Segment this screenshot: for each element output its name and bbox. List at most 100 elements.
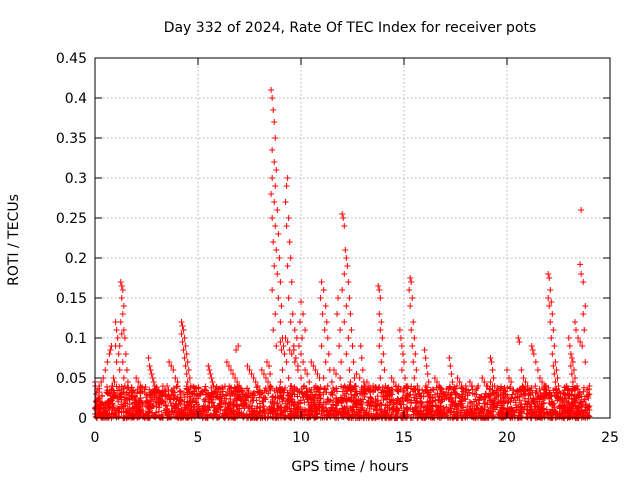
data-point: [534, 367, 541, 373]
data-point: [376, 287, 383, 293]
data-point: [355, 399, 362, 405]
data-point: [276, 255, 283, 261]
band-point: [179, 412, 186, 419]
data-point: [115, 351, 122, 357]
data-point: [258, 367, 265, 373]
data-point: [287, 383, 294, 389]
data-point: [543, 383, 550, 389]
band-point: [169, 388, 176, 395]
band-point: [149, 410, 156, 417]
band-point: [360, 409, 367, 416]
x-tick-label: 10: [292, 430, 310, 446]
data-point: [256, 387, 263, 393]
data-point: [112, 319, 119, 325]
data-point: [278, 347, 285, 353]
data-point: [270, 107, 277, 113]
band-point: [137, 388, 144, 395]
band-point: [164, 405, 171, 412]
band-point: [488, 398, 495, 405]
data-point: [291, 327, 298, 333]
data-point: [273, 343, 280, 349]
band-point: [226, 387, 233, 394]
data-point: [118, 283, 125, 289]
data-point: [162, 387, 169, 393]
band-point: [544, 410, 551, 417]
data-point: [566, 343, 573, 349]
data-point: [483, 383, 490, 389]
data-point: [481, 379, 488, 385]
data-point: [117, 319, 124, 325]
data-point: [185, 367, 192, 373]
band-point: [250, 392, 257, 399]
band-point: [98, 393, 105, 400]
data-point: [351, 375, 358, 381]
data-point: [347, 311, 354, 317]
data-point: [107, 347, 114, 353]
band-point: [302, 407, 309, 414]
data-point: [275, 231, 282, 237]
data-point: [288, 279, 295, 285]
band-point: [327, 414, 334, 421]
band-point: [473, 402, 480, 409]
data-point: [248, 371, 255, 377]
data-point: [440, 391, 447, 397]
band-point: [110, 404, 117, 411]
band-point: [115, 398, 122, 405]
band-point: [253, 384, 260, 391]
band-point: [424, 384, 431, 391]
band-point: [181, 390, 188, 397]
band-point: [454, 390, 461, 397]
band-point: [359, 386, 366, 393]
band-point: [411, 408, 418, 415]
data-point: [277, 339, 284, 345]
band-point: [293, 385, 300, 392]
band-point: [323, 389, 330, 396]
data-point: [548, 299, 555, 305]
data-point: [512, 391, 519, 397]
data-point: [570, 367, 577, 373]
data-point: [187, 383, 194, 389]
data-point: [378, 359, 385, 365]
band-point: [364, 399, 371, 406]
data-point: [341, 271, 348, 277]
data-point: [407, 275, 414, 281]
band-point: [462, 396, 469, 403]
data-point: [550, 363, 557, 369]
data-point: [322, 303, 329, 309]
data-point: [462, 383, 469, 389]
band-point: [181, 393, 188, 400]
x-tick-label: 25: [601, 430, 619, 446]
data-point: [170, 367, 177, 373]
band-point: [557, 412, 564, 419]
band-point: [568, 387, 575, 394]
data-point: [489, 367, 496, 373]
data-point: [286, 347, 293, 353]
band-point: [562, 404, 569, 411]
data-point: [569, 359, 576, 365]
band-point: [219, 388, 226, 395]
band-point: [143, 394, 150, 401]
band-point: [188, 411, 195, 418]
band-point: [476, 394, 483, 401]
data-point: [95, 395, 102, 401]
data-point: [436, 383, 443, 389]
band-point: [245, 394, 252, 401]
band-point: [383, 410, 390, 417]
data-point: [312, 367, 319, 373]
data-point: [324, 383, 331, 389]
data-point: [552, 359, 559, 365]
band-point: [571, 399, 578, 406]
band-point: [187, 407, 194, 413]
data-point: [554, 375, 561, 381]
data-point: [524, 383, 531, 389]
data-point: [180, 327, 187, 333]
data-point: [547, 287, 554, 293]
data-point: [235, 343, 242, 349]
data-point: [150, 379, 157, 385]
band-point: [468, 400, 475, 407]
band-point: [341, 392, 348, 399]
band-point: [106, 403, 113, 410]
band-point: [566, 414, 573, 421]
band-point: [461, 413, 468, 420]
band-point: [181, 407, 188, 414]
